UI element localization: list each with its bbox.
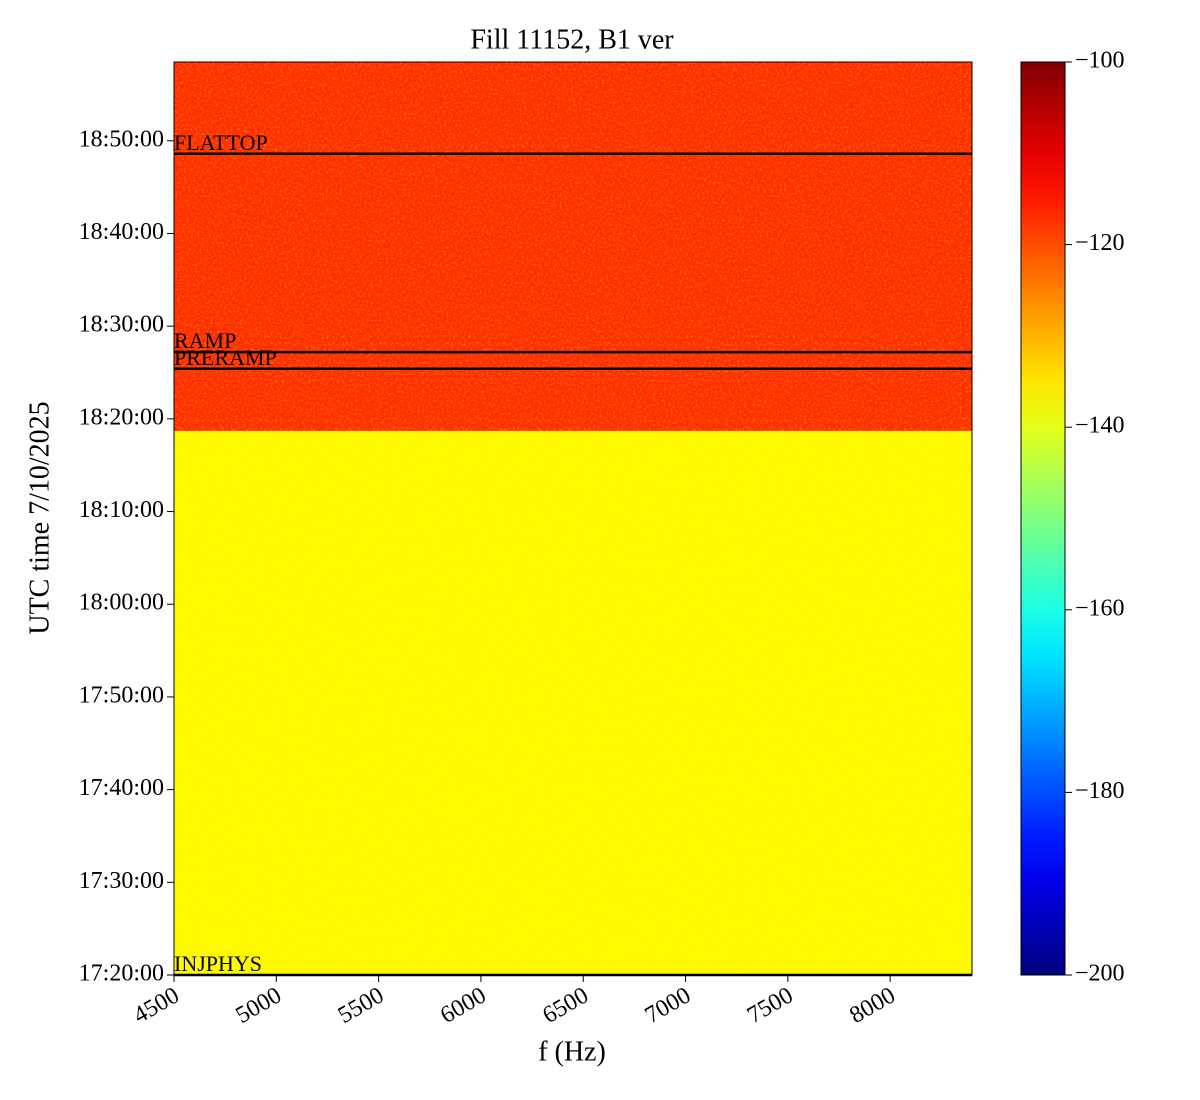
x-tick-label: 4500 [129, 982, 184, 1029]
event-label: FLATTOP [174, 130, 268, 155]
colorbar-tick-label: −200 [1075, 961, 1125, 987]
event-label: PRERAMP [174, 345, 277, 370]
x-tick-label: 7500 [743, 982, 798, 1029]
y-tick-label: 17:40:00 [79, 775, 164, 801]
colorbar-tick-label: −180 [1075, 778, 1125, 804]
y-tick-label: 18:00:00 [79, 590, 164, 616]
event-label: RAMP [174, 328, 236, 353]
x-tick-label: 5500 [334, 982, 389, 1029]
x-tick-label: 7000 [641, 982, 696, 1029]
y-tick-label: 18:50:00 [79, 126, 164, 152]
x-tick-label: 8000 [845, 982, 900, 1029]
y-tick-label: 18:20:00 [79, 404, 164, 430]
colorbar-tick-label: −140 [1075, 413, 1125, 439]
y-tick-label: 18:40:00 [79, 219, 164, 245]
y-axis-label: UTC time 7/10/2025 [24, 401, 55, 634]
x-tick-label: 6000 [436, 982, 491, 1029]
y-tick-label: 18:10:00 [79, 497, 164, 523]
colorbar-tick-label: −120 [1075, 230, 1125, 256]
plot-frame [173, 61, 973, 976]
event-label: INJPHYS [174, 951, 262, 976]
colorbar-tick-label: −160 [1075, 595, 1125, 621]
y-tick-label: 17:30:00 [79, 868, 164, 894]
colorbar-tick-label: −100 [1075, 48, 1125, 74]
y-tick-label: 17:50:00 [79, 682, 164, 708]
colorbar [1020, 61, 1066, 976]
y-tick-label: 17:20:00 [79, 961, 164, 987]
noise-texture [174, 62, 972, 975]
x-axis-label: f (Hz) [538, 1036, 606, 1067]
y-tick-label: 18:30:00 [79, 312, 164, 338]
x-tick-label: 5000 [231, 982, 286, 1029]
x-tick-label: 6500 [538, 982, 593, 1029]
chart-title: Fill 11152, B1 ver [470, 24, 674, 55]
